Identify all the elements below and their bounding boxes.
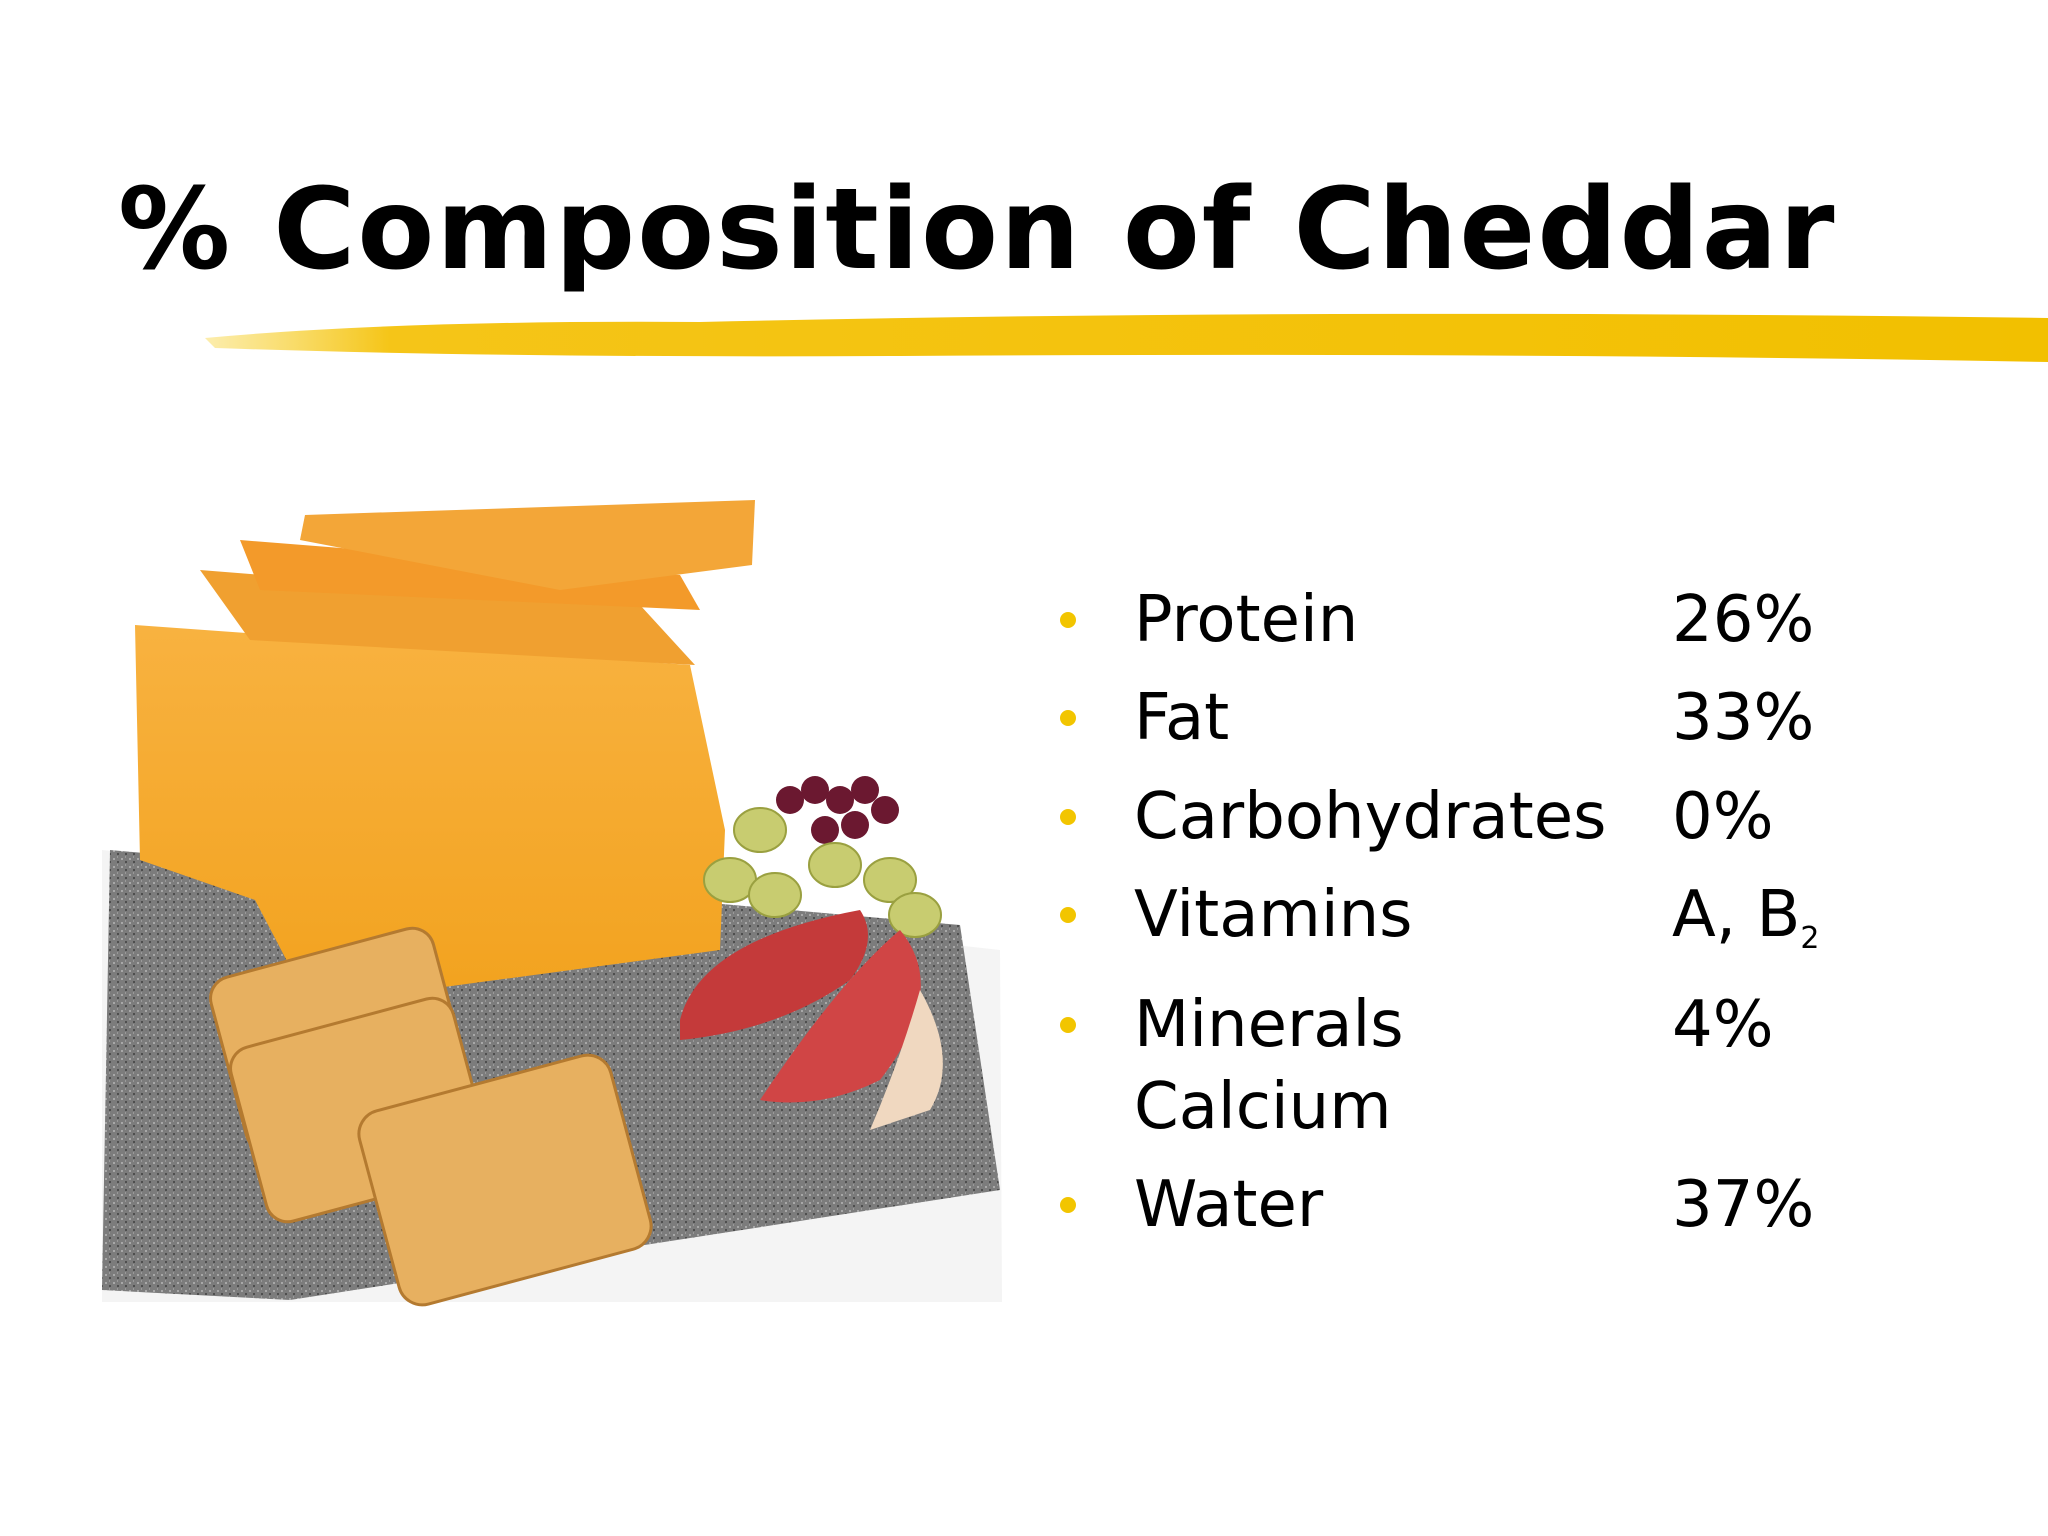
item-value-group: A, B2 bbox=[1672, 875, 1819, 979]
item-name: Carbohydrates bbox=[1134, 780, 1607, 854]
item-value: 26% bbox=[1672, 583, 1815, 657]
item-value-group: 37% bbox=[1672, 1165, 1814, 1245]
bullet bbox=[1060, 612, 1076, 628]
item-value: 37% bbox=[1672, 1168, 1815, 1242]
item-name: Vitamins bbox=[1134, 878, 1413, 952]
bullet bbox=[1060, 809, 1076, 825]
bullet bbox=[1060, 1017, 1076, 1033]
item-name: Fat bbox=[1134, 681, 1230, 755]
item-value-group: 26% bbox=[1672, 580, 1814, 660]
composition-list: Protein 26% Fat 33% Carbohydrates 0% Vitamins A… bbox=[1060, 0, 2040, 1536]
item-name: Water bbox=[1134, 1168, 1324, 1242]
item-value-subscript: 2 bbox=[1800, 921, 1820, 956]
item-value-group: 4% bbox=[1672, 985, 1774, 1065]
item-value: 33% bbox=[1672, 681, 1815, 755]
item-name: Protein bbox=[1134, 583, 1359, 657]
bullet bbox=[1060, 710, 1076, 726]
item-detail: Calcium bbox=[1134, 1070, 1392, 1144]
cheese-photo bbox=[102, 500, 1002, 1307]
item-value: 4% bbox=[1672, 988, 1774, 1062]
slide-title: % Composition of Cheddar bbox=[118, 165, 1837, 295]
item-value: 0% bbox=[1672, 780, 1774, 854]
item-value-group: 0% bbox=[1672, 777, 1774, 857]
item-value-group: 33% bbox=[1672, 678, 1814, 758]
bullet bbox=[1060, 907, 1076, 923]
item-name: Minerals bbox=[1134, 988, 1404, 1062]
item-value: A, B bbox=[1672, 878, 1801, 952]
brush-stroke bbox=[205, 313, 2048, 362]
bullet bbox=[1060, 1197, 1076, 1213]
